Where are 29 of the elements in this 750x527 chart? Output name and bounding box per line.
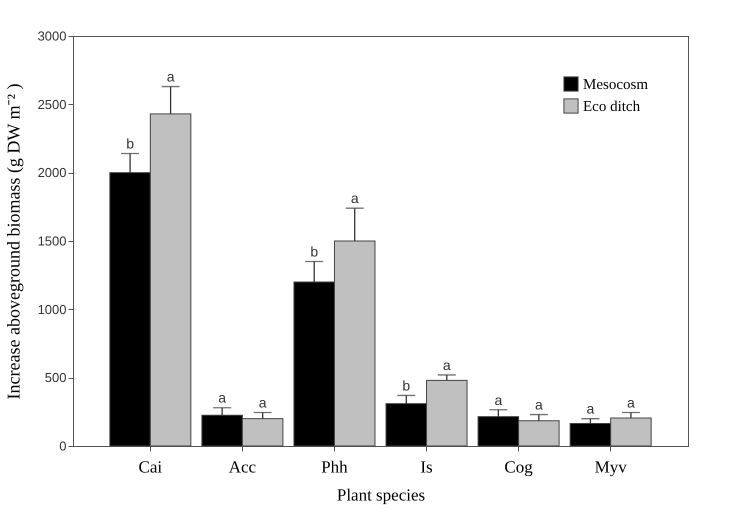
annotation: a (350, 190, 359, 206)
annotation: b (126, 136, 134, 152)
y-axis-title: Increase aboveground biomass (g DW m⁻² ) (4, 84, 24, 400)
x-tick-label: Is (420, 458, 433, 476)
x-axis-title: Plant species (336, 486, 426, 504)
annotation: a (586, 400, 595, 417)
annotation: a (166, 68, 175, 85)
y-tick-label: 2000 (38, 165, 66, 180)
y-tick-label: 0 (59, 438, 66, 454)
annotation: b (402, 377, 410, 394)
y-tick-label: 1000 (38, 302, 66, 317)
x-tick-label: Acc (228, 458, 257, 476)
y-tick-label: 500 (44, 370, 66, 386)
annotation: a (442, 356, 451, 373)
annotation: a (494, 392, 502, 408)
legend-label: Eco ditch (583, 99, 641, 115)
x-tick-label: Cog (504, 458, 534, 476)
x-tick-label: Phh (321, 458, 348, 476)
annotation: b (310, 244, 318, 260)
x-tick-label: Myv (594, 458, 628, 476)
y-tick-label: 1500 (38, 234, 66, 248)
annotation: a (534, 396, 543, 413)
annotation: a (258, 394, 267, 411)
legend-label: Mesocosm (583, 77, 648, 93)
y-tick-label: 2500 (38, 96, 66, 112)
annotation: a (627, 394, 636, 411)
y-tick-label: 3000 (38, 28, 66, 44)
annotation: a (218, 390, 226, 406)
x-tick-label: Cai (138, 458, 162, 476)
